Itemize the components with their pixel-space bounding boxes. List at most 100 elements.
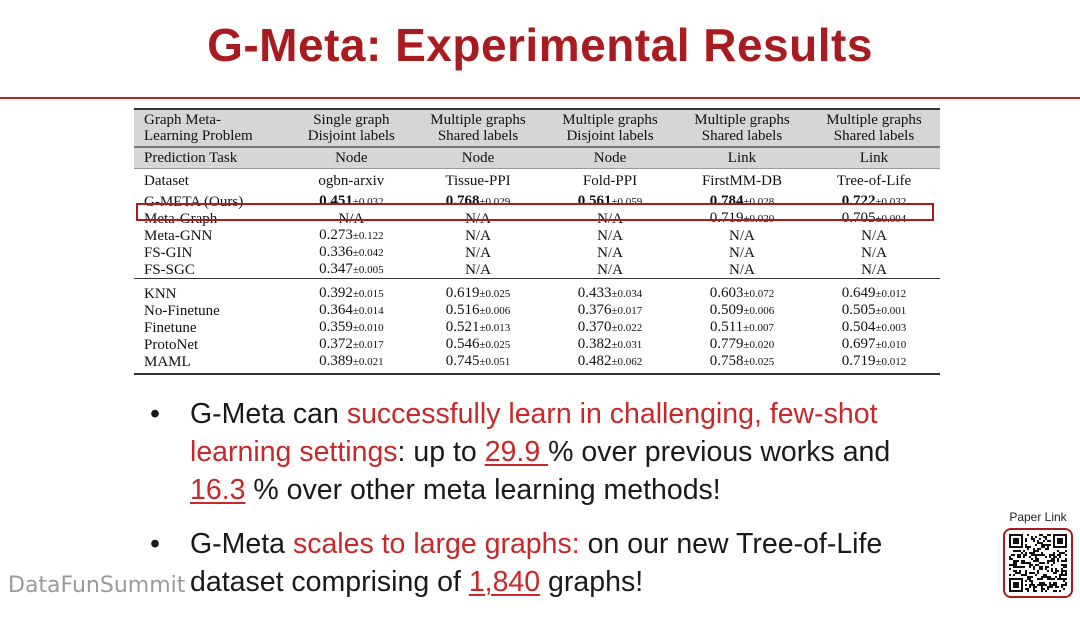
task-cell: Link (807, 146, 940, 169)
mean-value: N/A (597, 227, 623, 244)
header-col: Multiple graphs Shared labels (807, 108, 940, 148)
paper-link-label: Paper Link (1009, 510, 1067, 524)
std-value: ±0.025 (743, 356, 775, 368)
mean-value: 0.364 (319, 302, 353, 318)
dataset-label: Dataset (144, 173, 189, 189)
std-value: ±0.013 (479, 322, 511, 334)
header-col: Multiple graphs Shared labels (412, 108, 544, 148)
result-cell: 0.649±0.012 (807, 278, 940, 302)
table-row: Finetune 0.359±0.010 0.521±0.013 0.370±0.02… (134, 319, 940, 336)
mean-value: N/A (465, 227, 491, 244)
mean-value: 0.546 (445, 336, 480, 352)
std-value: ±0.031 (611, 339, 643, 351)
paper-link-qr[interactable] (1003, 528, 1073, 598)
std-value: ±0.028 (743, 196, 775, 208)
mean-value: N/A (729, 244, 755, 261)
mean-value: 0.505 (841, 302, 876, 318)
result-cell: N/A (412, 227, 544, 244)
result-cell: 0.376±0.017 (544, 302, 676, 319)
std-value: ±0.003 (875, 322, 907, 334)
std-value: ±0.042 (352, 247, 384, 259)
std-value: ±0.012 (875, 288, 907, 300)
mean-value: 0.758 (709, 353, 744, 369)
highlight-text: 1,840 (468, 566, 541, 598)
std-value: ±0.059 (611, 196, 643, 208)
method-name: Meta-GNN (144, 227, 213, 244)
result-cell: 0.768±0.029 (412, 193, 544, 210)
std-value: ±0.034 (611, 288, 643, 300)
mean-value: N/A (597, 210, 623, 227)
mean-value: 0.376 (577, 302, 612, 318)
result-cell: 0.364±0.014 (291, 302, 412, 319)
mean-value: N/A (597, 244, 623, 261)
table-row: FS-GIN 0.336±0.042 N/A N/A N/A N/A (134, 244, 940, 261)
mean-value: 0.719 (841, 353, 876, 369)
mean-value: 0.511 (709, 319, 744, 335)
header-col: Multiple graphs Disjoint labels (544, 108, 676, 148)
mean-value: 0.273 (319, 227, 353, 243)
bullet-text: G-Meta can (190, 398, 347, 430)
result-cell: 0.392±0.015 (290, 278, 413, 302)
result-cell: 0.758±0.025 (675, 353, 808, 375)
task-cell: Node (544, 146, 676, 169)
mean-value: 0.482 (577, 353, 612, 369)
result-cell: 0.505±0.001 (808, 302, 940, 319)
task-cell: Node (412, 146, 544, 169)
mean-value: N/A (465, 244, 491, 261)
mean-value: 0.504 (841, 319, 876, 335)
slide-title: G-Meta: Experimental Results (207, 19, 873, 71)
result-cell: 0.784±0.028 (676, 193, 808, 210)
dataset-row: Dataset ogbn-arxiv Tissue-PPI Fold-PPI F… (134, 169, 940, 194)
result-cell: 0.516±0.006 (412, 302, 544, 319)
method-name: Finetune (144, 319, 197, 336)
bullet-text: graphs! (540, 566, 644, 598)
table-row: No-Finetune 0.364±0.014 0.516±0.006 0.376±0… (134, 302, 940, 319)
mean-value: 0.433 (577, 285, 612, 301)
result-cell: N/A (808, 227, 940, 244)
bullet-text: % over other meta learning methods! (245, 474, 721, 506)
bullet-text: : up to (397, 436, 485, 468)
std-value: ±0.010 (352, 322, 384, 334)
dataset-cell: FirstMM-DB (701, 173, 782, 189)
method-name: Meta-Graph (144, 210, 218, 227)
result-cell: 0.347±0.005 (291, 261, 412, 279)
result-cell: 0.603±0.072 (675, 278, 808, 302)
result-cell: 0.359±0.010 (291, 319, 412, 336)
mean-value: 0.561 (577, 193, 612, 209)
mean-value: 0.451 (319, 193, 353, 209)
result-cell: 0.719±0.012 (807, 353, 940, 375)
table-row: FS-SGC 0.347±0.005 N/A N/A N/A N/A (134, 261, 940, 279)
std-value: ±0.017 (611, 305, 643, 317)
table-row: KNN 0.392±0.015 0.619±0.025 0.433±0.034 0.60… (134, 278, 940, 302)
dataset-cell: Fold-PPI (582, 173, 638, 189)
std-value: ±0.006 (479, 305, 511, 317)
dataset-cell: ogbn-arxiv (318, 173, 385, 189)
mean-value: 0.779 (709, 336, 744, 352)
result-cell: N/A (544, 261, 676, 279)
ours-row: G-META (Ours) 0.451±0.032 0.768±0.029 0.561… (134, 193, 940, 210)
mean-value: 0.603 (709, 285, 744, 301)
header-col: Multiple graphs Shared labels (675, 108, 808, 148)
result-cell: N/A (544, 210, 676, 227)
mean-value: N/A (729, 227, 755, 244)
std-value: ±0.014 (352, 305, 384, 317)
table-row: MAML 0.389±0.021 0.745±0.051 0.482±0.062 0.7… (134, 353, 940, 375)
result-cell: 0.509±0.006 (676, 302, 808, 319)
ours-highlight-box (136, 203, 934, 221)
table-header-row: Graph Meta- Learning Problem Single grap… (134, 108, 940, 148)
std-value: ±0.025 (479, 339, 511, 351)
result-cell: 0.546±0.025 (412, 336, 544, 353)
highlight-text: scales to large graphs: (292, 528, 580, 560)
std-value: ±0.062 (611, 356, 643, 368)
result-cell: N/A (412, 244, 544, 261)
result-cell: 0.482±0.062 (544, 353, 676, 375)
result-cell: 0.697±0.010 (808, 336, 940, 353)
mean-value: 0.768 (445, 193, 480, 209)
std-value: ±0.010 (875, 339, 907, 351)
std-value: ±0.001 (875, 305, 907, 317)
title-divider (0, 97, 1080, 99)
result-cell: 0.370±0.022 (544, 319, 676, 336)
result-cell: 0.451±0.032 (291, 193, 412, 210)
mean-value: 0.649 (841, 285, 876, 301)
std-value: ±0.005 (352, 264, 384, 276)
